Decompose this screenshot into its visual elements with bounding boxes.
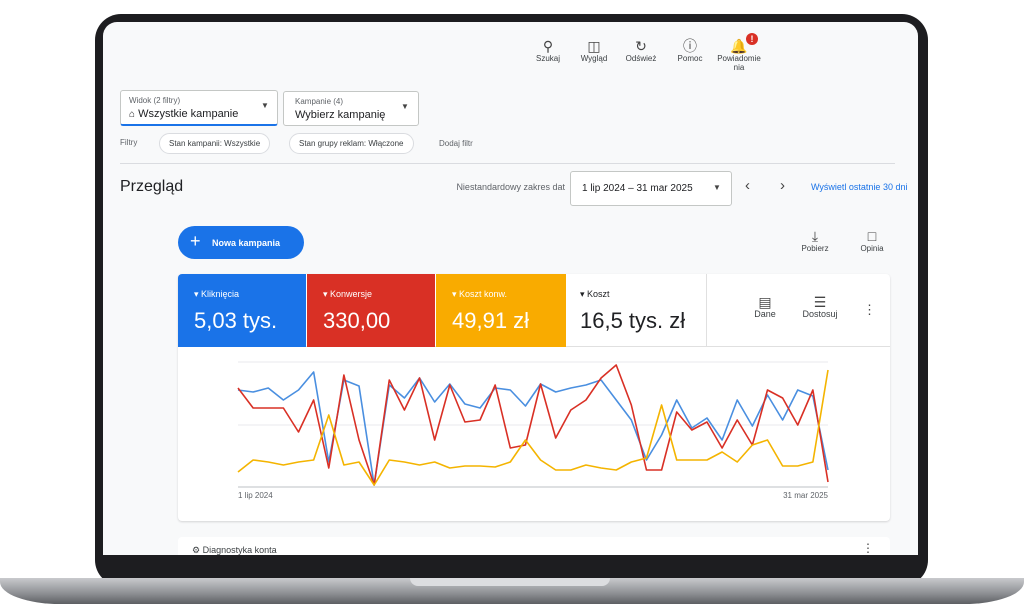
dropdown-label: Widok (2 filtry) <box>129 96 181 105</box>
filter-chip[interactable]: Stan kampanii: Wszystkie <box>159 133 271 154</box>
add-filter[interactable]: Dodaj filtr <box>439 139 473 148</box>
button-label: Opinia <box>860 244 884 253</box>
diagnostics-card: ⚙ Diagnostyka konta ⋮ <box>178 537 890 555</box>
dropdown-label: Kampanie (4) <box>295 97 344 106</box>
filters-label: Filtry <box>120 138 138 147</box>
toolbar-label: Odśwież <box>625 54 657 63</box>
metric-value: 330,00 <box>323 308 391 333</box>
next-button[interactable]: › <box>780 177 785 194</box>
page-title: Przegląd <box>120 178 184 195</box>
customize-button[interactable]: ☰ Dostosuj <box>790 294 850 319</box>
more-button[interactable]: ⋮ <box>863 302 876 317</box>
new-campaign-button[interactable]: + Nowa kampania <box>178 226 304 259</box>
toolbar-button[interactable]: 🔔 Powiadomienia <box>715 38 763 72</box>
data-button[interactable]: ▤ Dane <box>735 294 795 319</box>
screen: ⚲ Szukaj ◫ Wygląd ↻ Odśwież ⓘ Pomoc 🔔 Powiado… <box>103 22 918 555</box>
button-label: Pobierz <box>801 244 829 253</box>
metric-tile[interactable]: ▾ Kliknięcia 5,03 tys. <box>178 274 306 347</box>
download-button[interactable]: ⤓ Pobierz <box>785 228 845 253</box>
data-line <box>237 364 829 486</box>
metric-tile[interactable]: ▾ Koszt 16,5 tys. zł <box>564 274 707 347</box>
date-range[interactable]: 1 lip 2024 – 31 mar 2025 ▼ <box>570 171 732 206</box>
range-label: Niestandardowy zakres dat <box>456 182 565 192</box>
toolbar-label: Szukaj <box>535 54 560 63</box>
x-tick-label: 31 mar 2025 <box>783 491 828 500</box>
data-line <box>237 369 829 486</box>
card-title: Diagnostyka konta <box>202 545 277 555</box>
button-label: Dane <box>754 309 776 319</box>
toolbar-button[interactable]: ↻ Odśwież <box>611 38 671 63</box>
dropdown-value: Wszystkie kampanie <box>138 108 239 120</box>
toolbar-label: Pomoc <box>677 54 703 63</box>
metric-label: Kliknięcia <box>201 289 240 299</box>
line-chart: 1 lip 2024 31 mar 2025 <box>237 361 829 500</box>
toolbar-label: Powiadomienia <box>717 54 761 72</box>
data-line <box>237 371 829 486</box>
feedback-button[interactable]: □ Opinia <box>842 228 902 253</box>
metric-label: Koszt konw. <box>459 289 508 299</box>
toolbar-button[interactable]: ⚲ Szukaj <box>518 38 578 63</box>
divider <box>120 163 895 164</box>
metric-label: Konwersje <box>330 289 373 299</box>
view-dropdown[interactable]: Widok (2 filtry) ⌂ Wszystkie kampanie ▼ <box>120 90 278 126</box>
last-days-link[interactable]: Wyświetl ostatnie 30 dni <box>811 182 908 192</box>
button-label: Nowa kampania <box>212 238 281 248</box>
toolbar-button[interactable]: ◫ Wygląd <box>564 38 624 63</box>
metric-label: Koszt <box>587 289 610 299</box>
metric-value: 49,91 zł <box>452 308 530 333</box>
metric-tile[interactable]: ▾ Koszt konw. 49,91 zł <box>436 274 566 347</box>
metric-value: 16,5 tys. zł <box>580 308 686 333</box>
dropdown-value: Wybierz kampanię <box>295 109 386 121</box>
x-tick-label: 1 lip 2024 <box>238 491 273 500</box>
alert-badge: ! <box>746 33 758 45</box>
metric-value: 5,03 tys. <box>194 308 278 333</box>
toolbar-button[interactable]: ⓘ Pomoc <box>660 38 720 63</box>
metric-tile[interactable]: ▾ Konwersje 330,00 <box>307 274 435 347</box>
campaign-dropdown[interactable]: Kampanie (4) Wybierz kampanię ▼ <box>283 91 419 126</box>
button-label: Dostosuj <box>802 309 838 319</box>
prev-button[interactable]: ‹ <box>745 177 750 194</box>
laptop-notch <box>410 578 610 586</box>
toolbar-label: Wygląd <box>580 54 608 63</box>
filter-chip[interactable]: Stan grupy reklam: Włączone <box>289 133 414 154</box>
range-value: 1 lip 2024 – 31 mar 2025 <box>582 183 693 194</box>
